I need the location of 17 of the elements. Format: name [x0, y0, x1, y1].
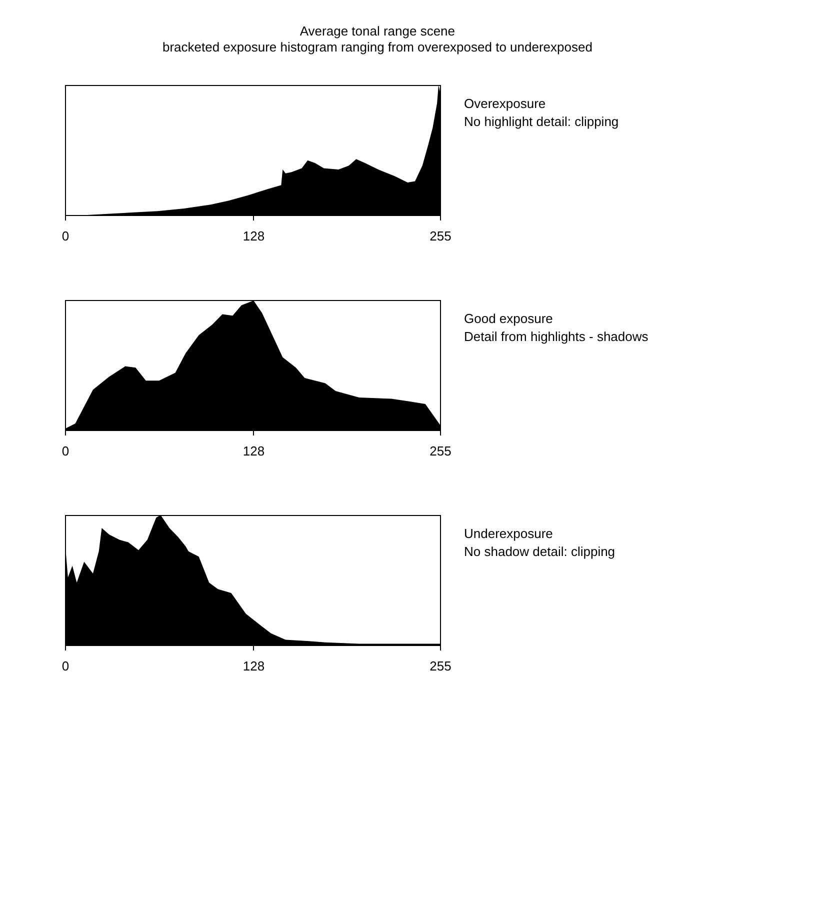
- x-tick-label: 0: [62, 444, 70, 458]
- text: Underexposure: [464, 526, 553, 541]
- x-tick-label: 0: [62, 658, 70, 674]
- text: Detail from highlights - shadows: [464, 329, 649, 344]
- x-tick-label: 128: [242, 444, 265, 458]
- text: No highlight detail: clipping: [464, 114, 619, 129]
- text: No shadow detail: clipping: [464, 544, 616, 559]
- x-tick-label: 255: [430, 444, 452, 458]
- x-tick-label: 128: [242, 658, 265, 674]
- x-tick-label: 255: [430, 228, 452, 244]
- text: Good exposure: [464, 311, 553, 326]
- x-tick-label: 128: [242, 228, 265, 244]
- x-tick-label: 0: [62, 228, 70, 244]
- x-tick-label: 255: [430, 658, 452, 674]
- chart-title: Average tonal range scene: [300, 24, 456, 38]
- text: Overexposure: [464, 96, 546, 111]
- chart-subtitle: bracketed exposure histogram ranging from overexposed to underexposed: [162, 40, 592, 54]
